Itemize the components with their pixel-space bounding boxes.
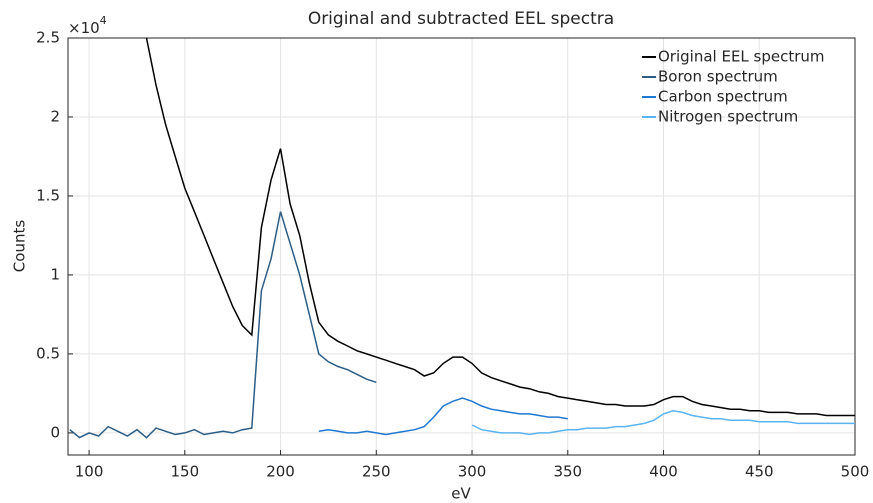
legend-label: Nitrogen spectrum — [658, 108, 798, 126]
x-tick-label: 250 — [362, 463, 391, 481]
y-tick-label: 1.5 — [36, 186, 60, 204]
x-tick-label: 500 — [841, 463, 870, 481]
plot-frame — [67, 37, 856, 456]
x-tick-label: 350 — [553, 463, 582, 481]
legend-label: Original EEL spectrum — [658, 48, 825, 66]
y-tick-label: 2 — [50, 107, 60, 125]
y-multiplier-exponent: 4 — [100, 14, 107, 27]
y-multiplier: ×104 — [68, 14, 107, 37]
legend-label: Boron spectrum — [658, 68, 778, 86]
x-tick-label: 400 — [649, 463, 678, 481]
y-multiplier-base: ×10 — [68, 19, 100, 37]
series-line — [471, 410, 855, 436]
y-axis-label: Counts — [11, 220, 29, 273]
series-line — [69, 211, 377, 439]
series-line — [145, 37, 855, 417]
chart-title: Original and subtracted EEL spectra — [308, 9, 614, 29]
x-tick-label: 150 — [170, 463, 199, 481]
y-tick-label: 1 — [50, 265, 60, 283]
x-tick-label: 200 — [266, 463, 295, 481]
series-line — [318, 397, 568, 436]
legend-label: Carbon spectrum — [658, 88, 788, 106]
x-tick-label: 450 — [745, 463, 774, 481]
x-tick-label: 300 — [458, 463, 487, 481]
y-tick-label: 0.5 — [36, 344, 60, 362]
x-axis-label: eV — [451, 485, 471, 503]
y-tick-label: 2.5 — [36, 29, 60, 47]
x-tick-label: 100 — [75, 463, 104, 481]
y-tick-label: 0 — [50, 423, 60, 441]
